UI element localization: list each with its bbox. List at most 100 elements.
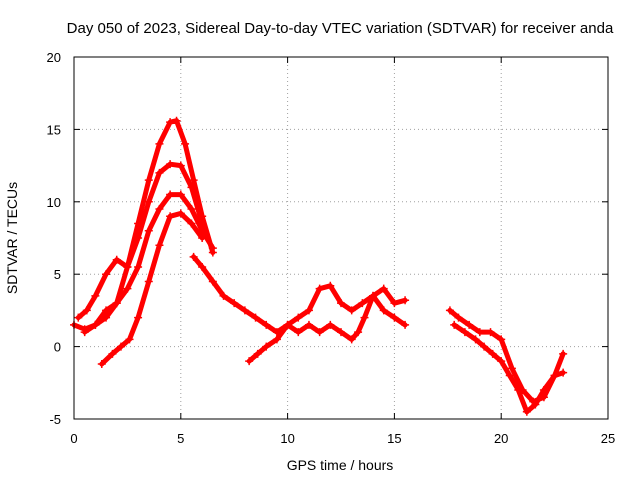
data-point-marker [181,139,190,148]
data-point-marker [539,386,548,395]
data-point-marker [294,313,303,322]
data-point-marker [471,335,480,344]
data-point-marker [82,306,91,315]
data-point-marker [189,176,198,185]
data-point-marker [144,176,153,185]
data-point-marker [401,320,410,329]
data-point-marker [390,313,399,322]
data-point-marker [102,270,111,279]
data-point-marker [176,161,185,170]
data-point-marker [166,118,175,127]
data-point-marker [480,342,489,351]
data-point-marker [189,252,198,261]
x-tick-label: 25 [601,431,615,446]
data-point-marker [369,291,378,300]
data-point-marker [134,313,143,322]
data-point-marker [354,328,363,337]
data-point-marker [315,284,324,293]
y-tick-label: 20 [47,50,61,65]
data-point-marker [166,212,175,221]
data-point-marker [208,277,217,286]
data-point-marker [187,219,196,228]
series-line-track-3 [82,192,216,335]
y-tick-label: 0 [54,340,61,355]
data-point-marker [74,313,83,322]
y-axis-label: SDTVAR / TECUs [4,182,20,294]
data-point-marker [123,284,132,293]
data-point-marker [91,291,100,300]
data-point-marker [253,349,262,358]
data-point-marker [155,241,164,250]
chart-title: Day 050 of 2023, Sidereal Day-to-day VTE… [67,20,614,37]
data-point-marker [283,320,292,329]
data-point-marker [326,320,335,329]
data-point-marker [497,357,506,366]
data-point-marker [488,349,497,358]
data-point-marker [347,306,356,315]
data-point-marker [102,306,111,315]
data-point-marker [80,328,89,337]
data-point-marker [497,335,506,344]
series-line-track-2 [75,161,205,321]
data-point-marker [240,306,249,315]
y-tick-label: -5 [49,412,61,427]
data-series [70,116,568,416]
data-point-marker [97,359,106,368]
data-point-marker [465,320,474,329]
data-point-marker [166,160,175,169]
grid [74,57,608,419]
data-point-marker [245,357,254,366]
x-tick-label: 5 [177,431,184,446]
data-point-marker [112,299,121,308]
plot-frame [73,56,609,420]
data-point-marker [155,139,164,148]
data-point-marker [358,299,367,308]
data-point-marker [176,209,185,218]
data-point-marker [379,306,388,315]
data-point-marker [475,328,484,337]
data-point-marker [272,335,281,344]
data-point-marker [176,190,185,199]
x-axis-ticks: 0 5 10 15 20 25 [70,57,615,446]
x-tick-label: 15 [387,431,401,446]
data-point-marker [550,371,559,380]
x-tick-label: 0 [70,431,77,446]
data-point-marker [208,244,217,253]
data-point-marker [337,299,345,308]
data-point-marker [347,335,356,344]
data-point-marker [337,328,345,337]
data-point-marker [486,328,495,337]
data-point-marker [294,328,303,337]
data-point-marker [315,328,324,337]
data-point-marker [262,342,271,351]
data-point-marker [125,335,134,344]
y-tick-label: 5 [54,267,61,282]
data-point-marker [505,371,514,380]
data-point-marker [360,313,369,322]
data-point-marker [522,407,531,416]
data-point-marker [401,296,410,305]
data-point-marker [531,400,540,409]
data-point-marker [108,349,117,358]
data-point-marker [134,262,143,271]
data-point-marker [460,328,469,337]
data-point-marker [155,205,164,214]
data-point-marker [144,226,153,235]
data-point-marker [219,291,228,300]
x-tick-label: 20 [494,431,508,446]
data-point-marker [230,299,239,308]
data-point-marker [251,313,260,322]
y-tick-label: 10 [47,195,61,210]
data-point-marker [187,205,196,214]
data-point-marker [304,320,313,329]
data-point-marker [390,299,399,308]
data-point-marker [262,320,271,329]
data-point-marker [379,284,388,293]
data-point-marker [144,277,153,286]
data-point-marker [445,306,454,315]
y-tick-label: 15 [47,122,61,137]
x-tick-label: 10 [280,431,294,446]
data-point-marker [112,255,121,264]
data-point-marker [144,197,153,206]
data-point-marker [559,368,568,377]
